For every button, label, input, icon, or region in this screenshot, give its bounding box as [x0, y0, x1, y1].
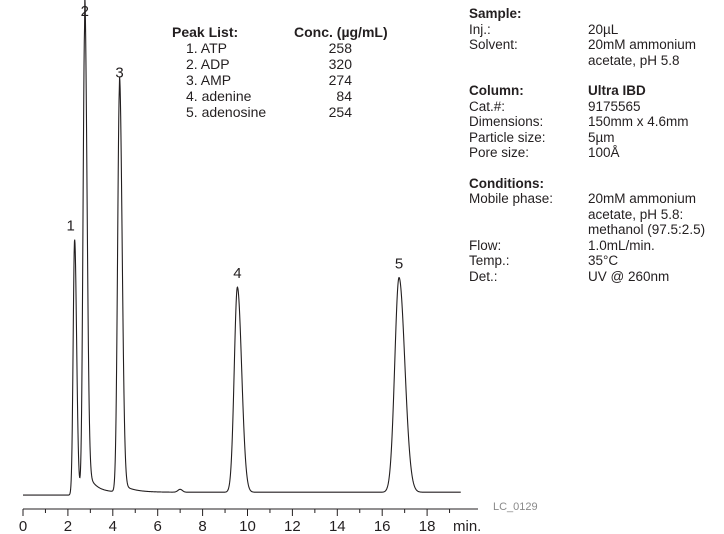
sample-section: Sample: Inj.: 20µL Solvent: 20mM ammoniu…: [469, 6, 721, 68]
info-value: 20mM ammonium acetate, pH 5.8: [588, 37, 697, 68]
info-key: Solvent:: [469, 37, 518, 52]
x-tick-label: 12: [284, 518, 301, 534]
info-value: 100Å: [588, 145, 620, 160]
peak-name: 2. ADP: [186, 56, 230, 72]
info-row: Inj.: 20µL: [469, 22, 721, 38]
x-tick-label: 6: [154, 518, 162, 534]
conditions-section: Conditions: Mobile phase: 20mM ammonium …: [469, 176, 721, 285]
info-row: Pore size: 100Å: [469, 145, 721, 161]
column-section: Column: Ultra IBD Cat.#: 9175565 Dimensi…: [469, 83, 721, 161]
info-value: 1.0mL/min.: [588, 237, 655, 253]
peak-name: 5. adenosine: [186, 104, 267, 120]
method-info-panel: Sample: Inj.: 20µL Solvent: 20mM ammoniu…: [469, 6, 721, 299]
info-value: 35°C: [588, 253, 619, 268]
info-key: Cat.#:: [469, 98, 506, 114]
info-key: Flow:: [469, 237, 502, 253]
info-value: 20µL: [588, 21, 619, 37]
x-tick-label: 4: [109, 518, 117, 534]
column-name: Ultra IBD: [588, 83, 646, 98]
peak-name: 1. ATP: [186, 40, 227, 56]
info-row: Particle size: 5µm: [469, 130, 721, 146]
info-row: Mobile phase: 20mM ammonium acetate, pH …: [469, 191, 721, 238]
peak-conc: 254: [328, 104, 352, 120]
info-value: UV @ 260nm: [588, 268, 670, 284]
peak-number-label: 2: [81, 3, 89, 20]
column-title: Column:: [469, 83, 524, 98]
info-row: Solvent: 20mM ammonium acetate, pH 5.8: [469, 37, 721, 68]
conditions-title: Conditions:: [469, 175, 544, 191]
info-value: 150mm x 4.6mm: [588, 114, 689, 129]
info-row: Flow: 1.0mL/min.: [469, 238, 721, 254]
peak-name: 4. adenine: [186, 88, 252, 104]
sample-title: Sample:: [469, 6, 522, 21]
peak-conc: 274: [328, 72, 352, 88]
info-row: Cat.#: 9175565: [469, 99, 721, 115]
x-tick-label: 0: [19, 518, 27, 534]
info-row: Temp.: 35°C: [469, 253, 721, 269]
x-tick-label: 8: [198, 518, 206, 534]
info-value: 20mM ammonium acetate, pH 5.8: methanol …: [588, 191, 706, 237]
info-key: Det.:: [469, 268, 498, 284]
x-tick-label: 18: [419, 518, 436, 534]
peak-list-title: Peak List:: [172, 24, 239, 40]
info-value: 9175565: [588, 98, 641, 114]
chromatogram-trace: [23, 0, 461, 496]
x-axis-unit-label: min.: [453, 518, 481, 534]
info-key: Temp.:: [469, 253, 510, 268]
x-tick-label: 10: [239, 518, 256, 534]
x-tick-label: 2: [64, 518, 72, 534]
column-header-row: Column: Ultra IBD: [469, 83, 721, 99]
peak-number-label: 1: [66, 217, 74, 234]
peak-conc: 84: [336, 88, 352, 104]
x-tick-label: 14: [329, 518, 346, 534]
peak-name: 3. AMP: [186, 72, 232, 88]
info-row: Dimensions: 150mm x 4.6mm: [469, 114, 721, 130]
info-value: 5µm: [588, 129, 615, 145]
peak-number-label: 3: [115, 64, 123, 81]
peak-conc: 320: [328, 56, 352, 72]
x-tick-label: 16: [374, 518, 391, 534]
info-row: Det.: UV @ 260nm: [469, 269, 721, 285]
info-key: Inj.:: [469, 21, 491, 37]
peak-number-label: 4: [233, 265, 241, 282]
peak-list-conc-header: Conc. (µg/mL): [294, 24, 388, 40]
peak-number-label: 5: [395, 256, 403, 273]
info-key: Dimensions:: [469, 114, 544, 129]
figure-code: LC_0129: [493, 501, 538, 513]
info-key: Particle size:: [469, 129, 546, 145]
info-key: Mobile phase:: [469, 191, 554, 206]
peak-conc: 258: [328, 40, 352, 56]
info-key: Pore size:: [469, 145, 530, 160]
